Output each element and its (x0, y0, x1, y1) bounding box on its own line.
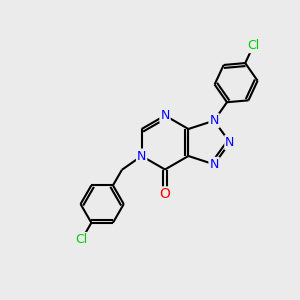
Text: N: N (137, 149, 146, 163)
Text: O: O (160, 188, 170, 201)
Text: Cl: Cl (247, 39, 260, 52)
Text: N: N (209, 158, 219, 171)
Text: Cl: Cl (76, 233, 88, 246)
Text: N: N (225, 136, 235, 149)
Text: N: N (209, 114, 219, 127)
Text: N: N (160, 109, 170, 122)
